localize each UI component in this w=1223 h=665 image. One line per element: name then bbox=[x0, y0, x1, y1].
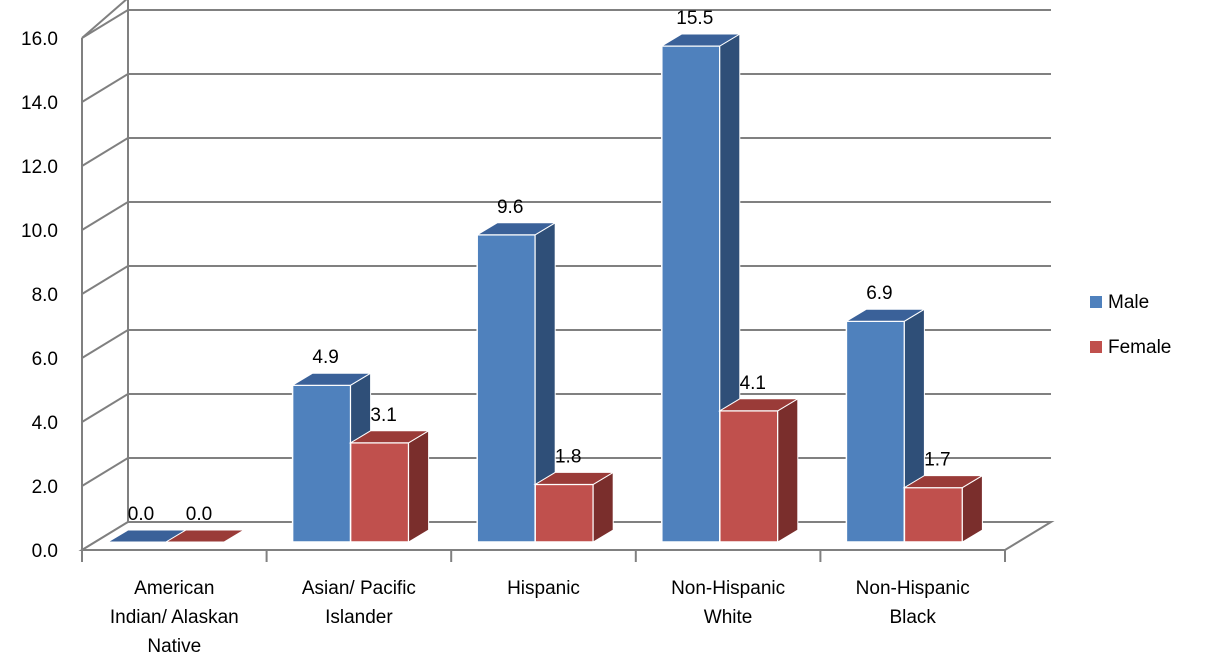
y-tick-label: 10.0 bbox=[21, 221, 58, 242]
x-axis-categories: American Indian/ Alaskan Native Asian/ Paci… bbox=[110, 578, 970, 657]
y-tick-label: 2.0 bbox=[32, 477, 58, 498]
bar-top bbox=[717, 398, 800, 412]
bar-top bbox=[659, 33, 742, 47]
bar-top bbox=[348, 430, 431, 444]
x-category-label: Islander bbox=[325, 607, 393, 628]
bar-front bbox=[349, 442, 410, 543]
x-category-label: Hispanic bbox=[507, 578, 580, 599]
bar-top bbox=[290, 372, 373, 386]
side-gridline bbox=[81, 457, 129, 487]
bar-top bbox=[844, 308, 927, 322]
side-gridline bbox=[81, 201, 129, 231]
data-label: 1.7 bbox=[924, 450, 950, 471]
bar-front bbox=[534, 483, 594, 543]
bar-top bbox=[902, 475, 985, 489]
x-category-label: Black bbox=[889, 607, 936, 628]
bar-front bbox=[476, 234, 536, 543]
data-label: 0.0 bbox=[186, 504, 212, 525]
legend-label-male: Male bbox=[1108, 292, 1149, 313]
bar-front bbox=[291, 384, 352, 543]
x-category-label: Asian/ Pacific bbox=[302, 578, 416, 599]
x-category-label: American bbox=[134, 578, 214, 599]
y-tick-label: 16.0 bbox=[21, 29, 58, 50]
bar-male bbox=[290, 372, 373, 543]
bar-front bbox=[719, 410, 779, 543]
bar-male bbox=[844, 308, 927, 543]
data-label: 15.5 bbox=[676, 8, 713, 29]
bar-male bbox=[475, 221, 558, 543]
y-tick-label: 12.0 bbox=[21, 157, 58, 178]
bar-front bbox=[845, 320, 906, 543]
bar-female bbox=[164, 529, 246, 543]
bar-front bbox=[903, 486, 964, 543]
side-gridline bbox=[81, 137, 129, 167]
data-label: 6.9 bbox=[866, 283, 892, 304]
y-tick-label: 6.0 bbox=[32, 349, 58, 370]
x-category-label: Non-Hispanic bbox=[671, 578, 785, 599]
x-category-label: Native bbox=[147, 636, 201, 657]
legend-label-female: Female bbox=[1108, 337, 1171, 358]
y-tick-label: 0.0 bbox=[32, 541, 58, 562]
side-gridline bbox=[81, 265, 129, 295]
y-tick-label: 8.0 bbox=[32, 285, 58, 306]
bar-top bbox=[475, 222, 558, 236]
x-category-label: White bbox=[704, 607, 753, 628]
bar-female bbox=[533, 471, 616, 543]
legend-swatch-male bbox=[1090, 296, 1102, 308]
y-axis-ticks: 0.0 2.0 4.0 6.0 8.0 10.0 12.0 14.0 16.0 bbox=[21, 29, 58, 562]
bar-top bbox=[533, 471, 616, 485]
bar-female bbox=[348, 429, 431, 543]
side-gridline bbox=[81, 73, 129, 103]
data-label: 3.1 bbox=[370, 405, 396, 426]
side-gridline bbox=[81, 9, 129, 39]
side-gridline bbox=[81, 329, 129, 359]
x-category-label: Indian/ Alaskan bbox=[110, 607, 239, 628]
bar-female bbox=[902, 474, 985, 543]
data-labels: 0.0 0.0 4.9 3.1 9.6 1.8 15.5 4.1 6.9 1.7 bbox=[128, 8, 951, 525]
x-category-label: Non-Hispanic bbox=[856, 578, 970, 599]
y-tick-label: 4.0 bbox=[32, 413, 58, 434]
data-label: 9.6 bbox=[497, 197, 523, 218]
y-tick-label: 14.0 bbox=[21, 93, 58, 114]
bar-front bbox=[661, 45, 721, 543]
data-label: 4.1 bbox=[740, 373, 766, 394]
bar-female bbox=[717, 397, 800, 543]
bar-side bbox=[408, 429, 430, 543]
side-top-edge bbox=[81, 0, 128, 39]
legend-swatch-female bbox=[1090, 341, 1102, 353]
data-label: 4.9 bbox=[312, 347, 338, 368]
side-gridline bbox=[81, 393, 129, 423]
bar-top bbox=[164, 529, 246, 543]
gridlines bbox=[81, 9, 1051, 551]
data-label: 0.0 bbox=[128, 504, 154, 525]
bar-side bbox=[777, 397, 799, 543]
data-label: 1.8 bbox=[555, 446, 581, 467]
legend: Male Female bbox=[1090, 292, 1171, 358]
bars bbox=[106, 33, 985, 543]
